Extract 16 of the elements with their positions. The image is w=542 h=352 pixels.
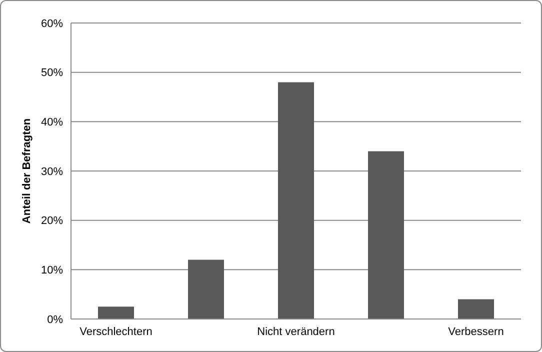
x-tick-label: Verschlechtern: [80, 326, 152, 338]
bar: [278, 82, 314, 319]
x-tick-label: Nicht verändern: [257, 326, 335, 338]
bar: [458, 299, 494, 319]
bar: [98, 306, 134, 319]
y-tick-label: 50%: [40, 67, 64, 80]
bar: [188, 260, 224, 319]
y-tick-label: 0%: [47, 314, 64, 326]
y-tick-label: 20%: [40, 215, 64, 228]
y-tick-label: 40%: [40, 116, 64, 129]
y-tick-label: 60%: [40, 18, 64, 30]
x-tick-label: Verbessern: [448, 326, 504, 338]
y-tick-label: 30%: [40, 166, 64, 178]
y-tick-label: 10%: [40, 264, 64, 277]
y-axis-title: Anteil der Befragten: [20, 118, 33, 224]
bar: [368, 151, 404, 319]
